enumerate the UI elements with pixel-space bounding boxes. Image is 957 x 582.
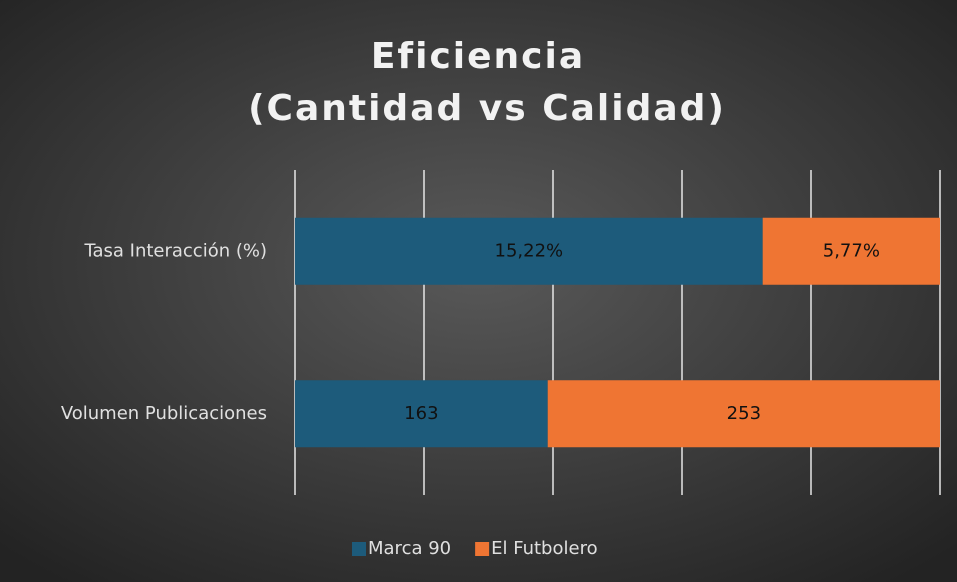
y-tick-label: Volumen Publicaciones: [61, 403, 267, 424]
chart-title: (Cantidad vs Calidad): [248, 88, 726, 129]
y-tick-label: Tasa Interacción (%): [83, 240, 267, 261]
chart-title: Eficiencia: [371, 36, 585, 77]
bar-segment: [762, 217, 940, 285]
legend-swatch: [475, 542, 490, 556]
legend-swatch: [352, 542, 366, 556]
bar-segment: [295, 217, 763, 285]
bar-segment: [295, 380, 548, 448]
data-label: 15,22%: [495, 240, 564, 261]
data-label: 163: [404, 403, 438, 424]
legend-label: Marca 90: [368, 538, 451, 559]
legend-label: El Futbolero: [491, 538, 597, 559]
data-label: 5,77%: [823, 240, 880, 261]
data-label: 253: [727, 403, 761, 424]
bar-segment: [547, 380, 940, 448]
